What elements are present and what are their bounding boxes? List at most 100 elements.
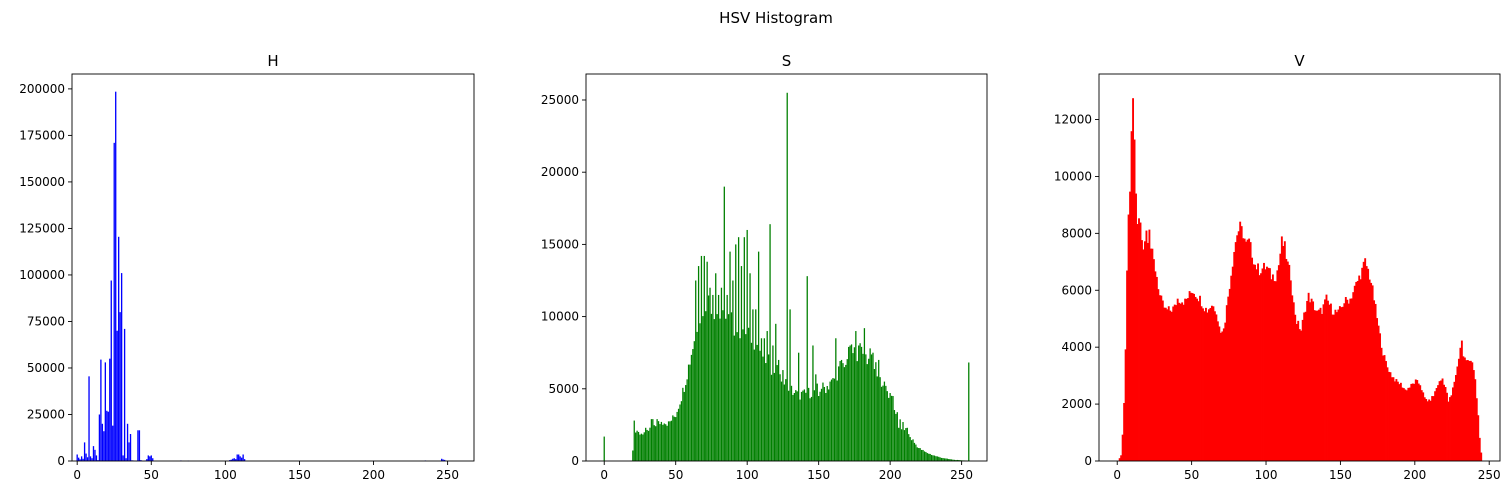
v-histogram-bar	[1399, 382, 1402, 461]
s-histogram-bar	[773, 372, 775, 461]
s-histogram-bar	[753, 349, 755, 461]
s-x-tick-label: 200	[879, 468, 902, 482]
v-histogram-bar	[1242, 238, 1245, 461]
v-histogram-bar	[1454, 375, 1457, 461]
s-histogram-bar	[803, 389, 806, 461]
s-histogram-bar	[830, 379, 833, 461]
v-histogram-bar	[1158, 295, 1161, 461]
s-histogram-bar	[946, 458, 948, 461]
s-histogram-bar	[779, 374, 781, 461]
v-histogram-bar	[1429, 400, 1432, 461]
s-histogram-bar	[818, 396, 820, 461]
s-histogram-bar	[833, 378, 836, 461]
h-histogram-bar	[240, 457, 243, 461]
h-histogram-bar	[78, 457, 80, 461]
v-histogram-bar	[1227, 296, 1230, 461]
v-histogram-bar	[1261, 268, 1264, 461]
v-histogram-bar	[1234, 242, 1237, 461]
v-x-tick-label: 200	[1403, 468, 1426, 482]
s-histogram-bar	[899, 419, 901, 461]
h-histogram-bar	[233, 458, 235, 461]
v-histogram-bar	[1141, 240, 1143, 461]
v-histogram-bar	[1328, 304, 1331, 461]
s-histogram-bar	[716, 314, 718, 461]
v-histogram-bar	[1144, 241, 1146, 461]
s-chart-title: S	[782, 52, 792, 70]
v-histogram-bar	[1347, 303, 1350, 461]
v-histogram-bar	[1270, 279, 1273, 461]
v-histogram-bar	[1282, 246, 1285, 461]
v-histogram-bar	[1161, 300, 1164, 461]
v-histogram-bar	[1215, 314, 1218, 461]
s-histogram-bar	[908, 434, 910, 461]
h-y-tick-label: 175000	[19, 128, 65, 142]
s-histogram-bar	[889, 393, 891, 461]
h-histogram-bar	[89, 456, 92, 461]
v-histogram-bar	[1276, 270, 1279, 461]
h-histogram-bar	[95, 455, 98, 461]
v-histogram-bar	[1274, 281, 1277, 461]
v-histogram-bar	[1398, 384, 1401, 461]
v-histogram-bar	[1331, 314, 1334, 461]
v-histogram-bar	[1191, 293, 1194, 461]
v-histogram-bar	[1364, 258, 1367, 461]
v-histogram-bar	[1335, 312, 1338, 461]
v-histogram-bar	[1438, 381, 1441, 461]
v-histogram-bar	[1120, 455, 1123, 461]
s-histogram-bar	[775, 323, 777, 461]
h-histogram-bar	[103, 431, 105, 461]
v-histogram-bar	[1334, 309, 1337, 461]
s-histogram-bar	[950, 459, 953, 461]
s-histogram-bar	[893, 410, 896, 461]
h-histogram-bar	[118, 236, 120, 461]
v-chart-title: V	[1294, 52, 1305, 70]
h-chart-title: H	[267, 52, 278, 70]
v-histogram-bar	[1431, 396, 1434, 461]
s-histogram-bar	[840, 359, 843, 461]
h-histogram-bar	[82, 458, 84, 461]
s-histogram-bar	[687, 364, 690, 461]
s-histogram-bar	[815, 374, 817, 461]
h-histogram-bar	[107, 411, 109, 461]
s-histogram-bar	[650, 419, 653, 461]
v-x-tick-label: 150	[1329, 468, 1352, 482]
s-histogram-bar	[680, 401, 683, 461]
s-histogram-bar	[902, 422, 904, 461]
v-histogram-bar	[1332, 314, 1335, 461]
v-histogram-bar	[1188, 291, 1191, 461]
h-histogram-bar	[91, 458, 93, 461]
s-histogram-bar	[603, 436, 605, 461]
s-histogram-bar	[675, 417, 677, 461]
h-histogram-bar	[229, 460, 231, 461]
v-histogram-bar	[1459, 347, 1462, 461]
s-histogram-bar	[760, 338, 763, 461]
v-histogram-bar	[1337, 309, 1340, 461]
v-histogram-bar	[1315, 310, 1318, 461]
v-histogram-bar	[1419, 385, 1422, 461]
s-histogram-bar	[916, 447, 918, 461]
v-histogram-bar	[1139, 222, 1142, 461]
s-histogram-bar	[846, 359, 848, 461]
s-histogram-bar	[905, 428, 907, 461]
v-histogram-bar	[1456, 366, 1459, 461]
s-histogram-bar	[796, 391, 798, 461]
v-histogram-bar	[1216, 321, 1219, 461]
v-histogram-bar	[1121, 434, 1124, 461]
s-x-tick-label: 50	[668, 468, 683, 482]
h-y-tick-label: 200000	[19, 82, 65, 96]
v-y-tick-label: 6000	[1061, 283, 1092, 297]
h-histogram-bar	[443, 459, 446, 461]
s-histogram-bar	[777, 359, 780, 461]
v-histogram-bar	[1277, 265, 1280, 461]
s-histogram-bar	[798, 352, 800, 461]
v-histogram-bar	[1237, 231, 1240, 461]
h-histogram-bar	[112, 425, 114, 461]
v-histogram-bar	[1468, 360, 1471, 461]
v-histogram-bar	[1206, 312, 1209, 461]
v-histogram-bar	[1187, 298, 1190, 461]
v-histogram-bar	[1327, 300, 1329, 461]
v-histogram-bar	[1462, 356, 1465, 461]
v-histogram-bar	[1453, 381, 1456, 461]
s-histogram-bar	[900, 429, 903, 461]
v-histogram-bar	[1213, 311, 1216, 461]
